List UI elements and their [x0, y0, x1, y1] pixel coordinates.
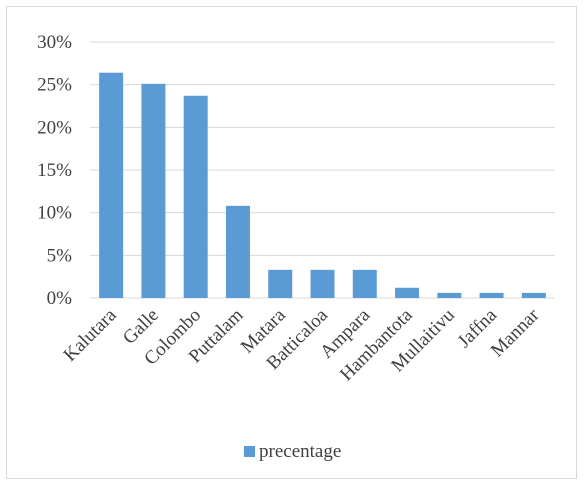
bar — [521, 292, 546, 298]
y-tick-label: 5% — [47, 245, 73, 266]
y-tick-label: 20% — [37, 117, 72, 138]
y-tick-label: 25% — [37, 75, 72, 96]
y-tick-label: 30% — [37, 32, 72, 53]
y-tick-label: 0% — [47, 288, 73, 309]
bar — [352, 269, 377, 298]
legend-label: precentage — [259, 441, 341, 462]
bar — [99, 72, 124, 298]
legend-swatch — [244, 446, 255, 457]
bar — [141, 83, 166, 299]
bar — [437, 292, 462, 298]
x-tick-label: Mannar — [487, 304, 544, 361]
bar — [310, 269, 335, 298]
bar — [268, 269, 293, 298]
y-tick-label: 10% — [37, 203, 72, 224]
bar — [183, 95, 208, 298]
bar — [479, 292, 504, 298]
bar — [225, 205, 250, 298]
y-tick-label: 15% — [37, 160, 72, 181]
bar — [395, 287, 420, 298]
x-tick-label: Kalutara — [60, 304, 121, 365]
